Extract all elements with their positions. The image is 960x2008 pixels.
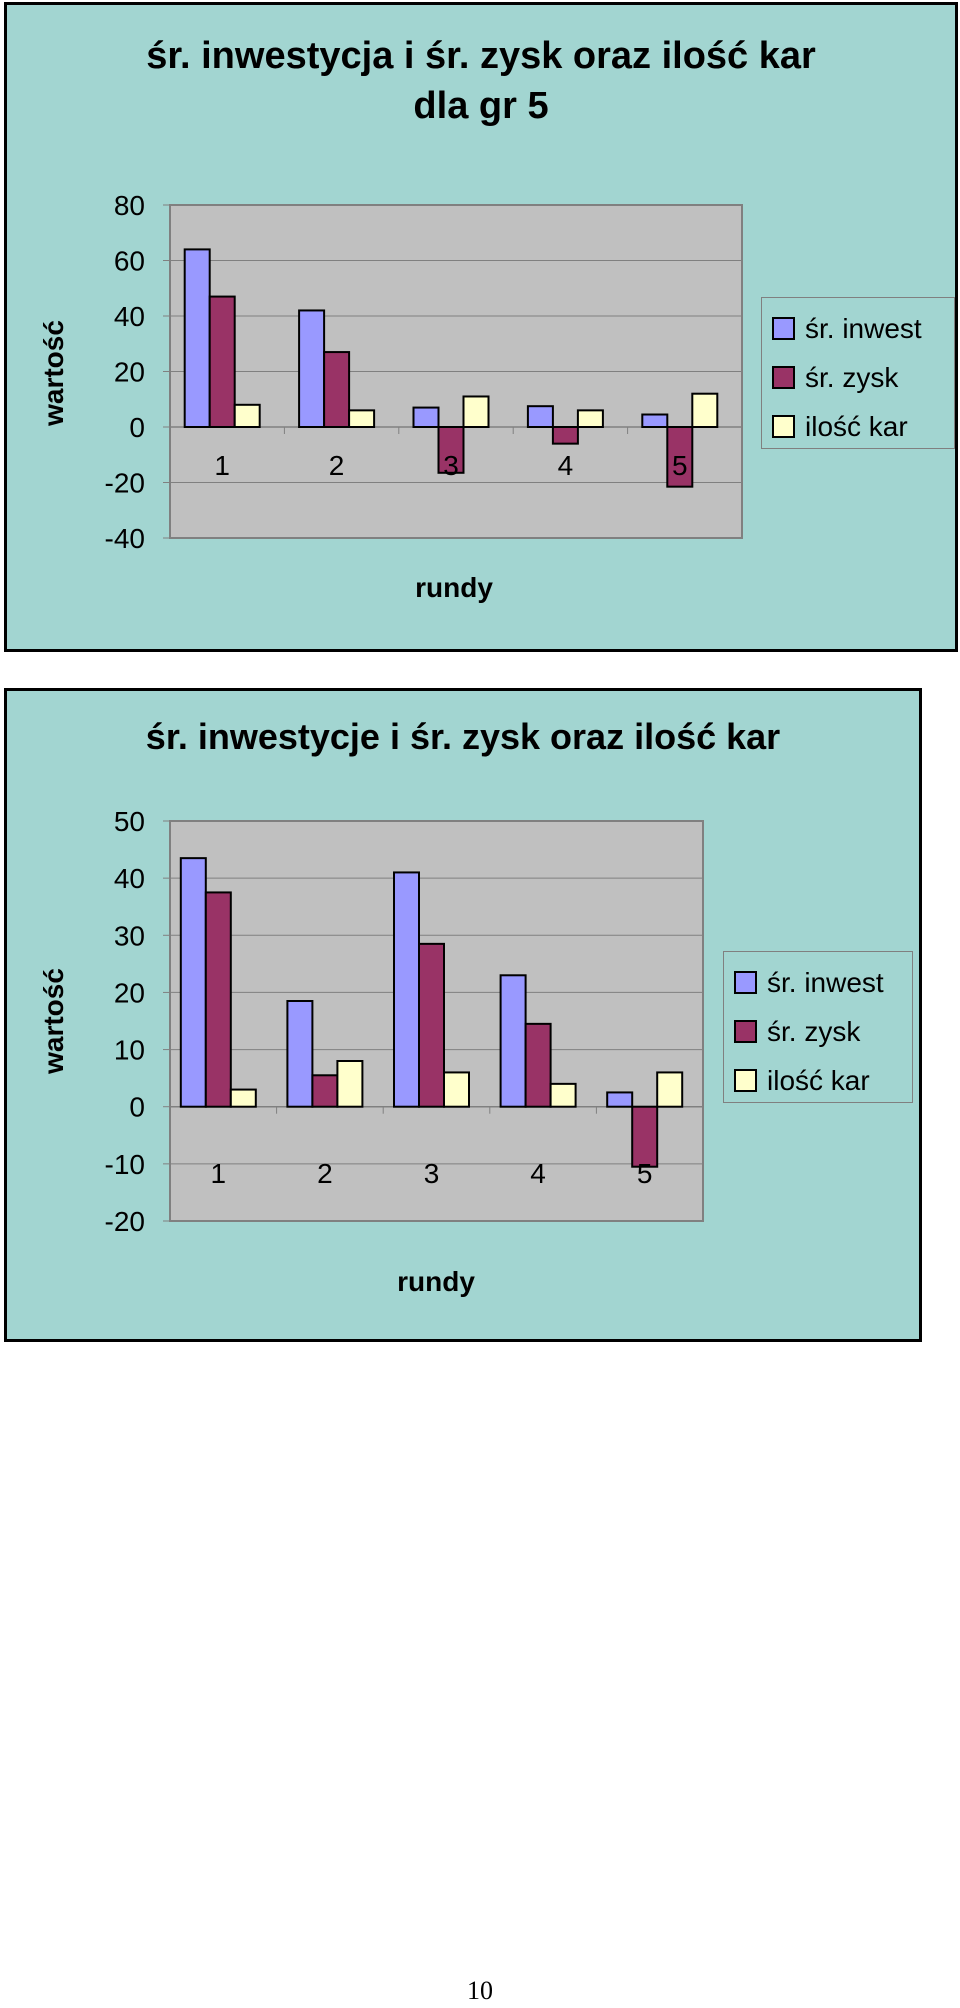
bar-sr-inwest-5 bbox=[641, 413, 669, 429]
bar-sr-zysk-3 bbox=[418, 942, 445, 1108]
x-tick-label: 5 bbox=[637, 1158, 653, 1189]
y-tick-label: 30 bbox=[114, 920, 145, 951]
legend-swatch bbox=[734, 1020, 757, 1043]
legend-label: śr. inwest bbox=[767, 966, 884, 998]
legend-swatch bbox=[734, 971, 757, 994]
y-tick-label: 0 bbox=[129, 1092, 145, 1123]
y-axis-title: wartość bbox=[38, 968, 69, 1075]
legend-label: śr. inwest bbox=[805, 312, 922, 344]
x-tick-label: 3 bbox=[443, 450, 459, 481]
bar-ilosc-kar-2 bbox=[336, 1060, 364, 1108]
page-number: 10 bbox=[467, 1976, 493, 2005]
bar-sr-zysk-4 bbox=[524, 1022, 552, 1108]
bar-sr-inwest-1 bbox=[179, 857, 207, 1108]
bar-ilosc-kar-5 bbox=[691, 392, 719, 429]
chart-title: śr. inwestycje i śr. zysk oraz ilość kar bbox=[7, 713, 919, 761]
y-tick-label: -20 bbox=[105, 468, 145, 499]
chart-panel-2: śr. inwestycje i śr. zysk oraz ilość kar… bbox=[4, 688, 922, 1342]
legend-item: śr. zysk bbox=[772, 353, 944, 402]
bar-ilosc-kar-3 bbox=[462, 395, 490, 429]
legend-item: ilość kar bbox=[772, 402, 944, 451]
legend-item: śr. zysk bbox=[734, 1007, 902, 1056]
bar-sr-inwest-3 bbox=[393, 871, 420, 1108]
bar-ilosc-kar-1 bbox=[229, 1088, 257, 1108]
bar-ilosc-kar-4 bbox=[576, 409, 604, 429]
x-tick-label: 3 bbox=[424, 1158, 440, 1189]
legend-swatch bbox=[734, 1069, 757, 1092]
bar-sr-inwest-3 bbox=[412, 406, 440, 429]
bar-sr-zysk-2 bbox=[323, 351, 351, 429]
legend-swatch bbox=[772, 366, 795, 389]
legend-item: śr. inwest bbox=[772, 304, 944, 353]
chart-title-line-1: śr. inwestycje i śr. zysk oraz ilość kar bbox=[145, 716, 781, 757]
bar-sr-inwest-5 bbox=[606, 1091, 634, 1108]
x-tick-label: 4 bbox=[558, 450, 574, 481]
bar-sr-inwest-4 bbox=[526, 405, 554, 428]
bar-sr-inwest-2 bbox=[298, 309, 326, 429]
chart-1-svg: 80 60 40 20 0 -20 -40 1 2 3 4 5 rundy wartość bbox=[38, 190, 743, 603]
x-tick-label: 1 bbox=[211, 1158, 227, 1189]
x-axis-title: rundy bbox=[397, 1266, 475, 1297]
y-tick-label: -40 bbox=[105, 523, 145, 554]
legend-label: ilość kar bbox=[767, 1064, 870, 1096]
legend-swatch bbox=[772, 415, 795, 438]
legend-label: ilość kar bbox=[805, 410, 908, 442]
chart-legend: śr. inwest śr. zysk ilość kar bbox=[723, 951, 913, 1103]
y-tick-label: 40 bbox=[114, 301, 145, 332]
legend-item: ilość kar bbox=[734, 1056, 902, 1105]
bar-sr-inwest-1 bbox=[183, 248, 211, 428]
chart-title: śr. inwestycja i śr. zysk oraz ilość kar… bbox=[7, 31, 955, 131]
bar-sr-zysk-5 bbox=[631, 1105, 659, 1168]
y-tick-label: -10 bbox=[105, 1149, 145, 1180]
bar-sr-inwest-4 bbox=[499, 974, 527, 1108]
bar-sr-zysk-1 bbox=[208, 295, 236, 429]
x-tick-label: 1 bbox=[214, 450, 230, 481]
y-tick-label: 20 bbox=[114, 357, 145, 388]
bar-ilosc-kar-5 bbox=[656, 1071, 684, 1108]
legend-label: śr. zysk bbox=[767, 1015, 861, 1047]
x-tick-label: 2 bbox=[329, 450, 345, 481]
bar-ilosc-kar-2 bbox=[348, 409, 376, 429]
bar-ilosc-kar-1 bbox=[233, 403, 261, 428]
x-tick-label: 4 bbox=[530, 1158, 546, 1189]
y-tick-label: 80 bbox=[114, 190, 145, 221]
x-tick-label: 5 bbox=[672, 450, 688, 481]
x-axis-title: rundy bbox=[415, 572, 493, 603]
legend-item: śr. inwest bbox=[734, 958, 902, 1007]
bar-ilosc-kar-4 bbox=[549, 1082, 577, 1108]
bar-sr-zysk-4 bbox=[551, 426, 579, 445]
bar-sr-zysk-2 bbox=[311, 1074, 339, 1108]
y-tick-label: 40 bbox=[114, 863, 145, 894]
bar-sr-zysk-1 bbox=[204, 891, 232, 1108]
bar-ilosc-kar-3 bbox=[443, 1071, 470, 1108]
chart-panel-1: śr. inwestycja i śr. zysk oraz ilość kar… bbox=[4, 2, 958, 652]
bar-sr-zysk-3 bbox=[437, 426, 465, 474]
y-tick-label: 20 bbox=[114, 977, 145, 1008]
y-axis-title: wartość bbox=[38, 320, 69, 427]
legend-label: śr. zysk bbox=[805, 361, 899, 393]
y-tick-label: 10 bbox=[114, 1035, 145, 1066]
chart-title-line-1: śr. inwestycja i śr. zysk oraz ilość kar bbox=[146, 35, 816, 77]
chart-legend: śr. inwest śr. zysk ilość kar bbox=[761, 297, 955, 449]
chart-title-line-2: dla gr 5 bbox=[413, 85, 549, 127]
y-tick-label: 0 bbox=[129, 412, 145, 443]
bar-sr-zysk-5 bbox=[666, 426, 694, 488]
bar-sr-inwest-2 bbox=[286, 1000, 314, 1108]
x-tick-label: 2 bbox=[317, 1158, 333, 1189]
y-tick-label: -20 bbox=[105, 1206, 145, 1237]
chart-2-svg: 50 40 30 20 10 0 -10 -20 1 2 3 4 5 rundy wartość bbox=[38, 806, 704, 1297]
legend-swatch bbox=[772, 317, 795, 340]
y-tick-label: 50 bbox=[114, 806, 145, 837]
y-tick-label: 60 bbox=[114, 246, 145, 277]
